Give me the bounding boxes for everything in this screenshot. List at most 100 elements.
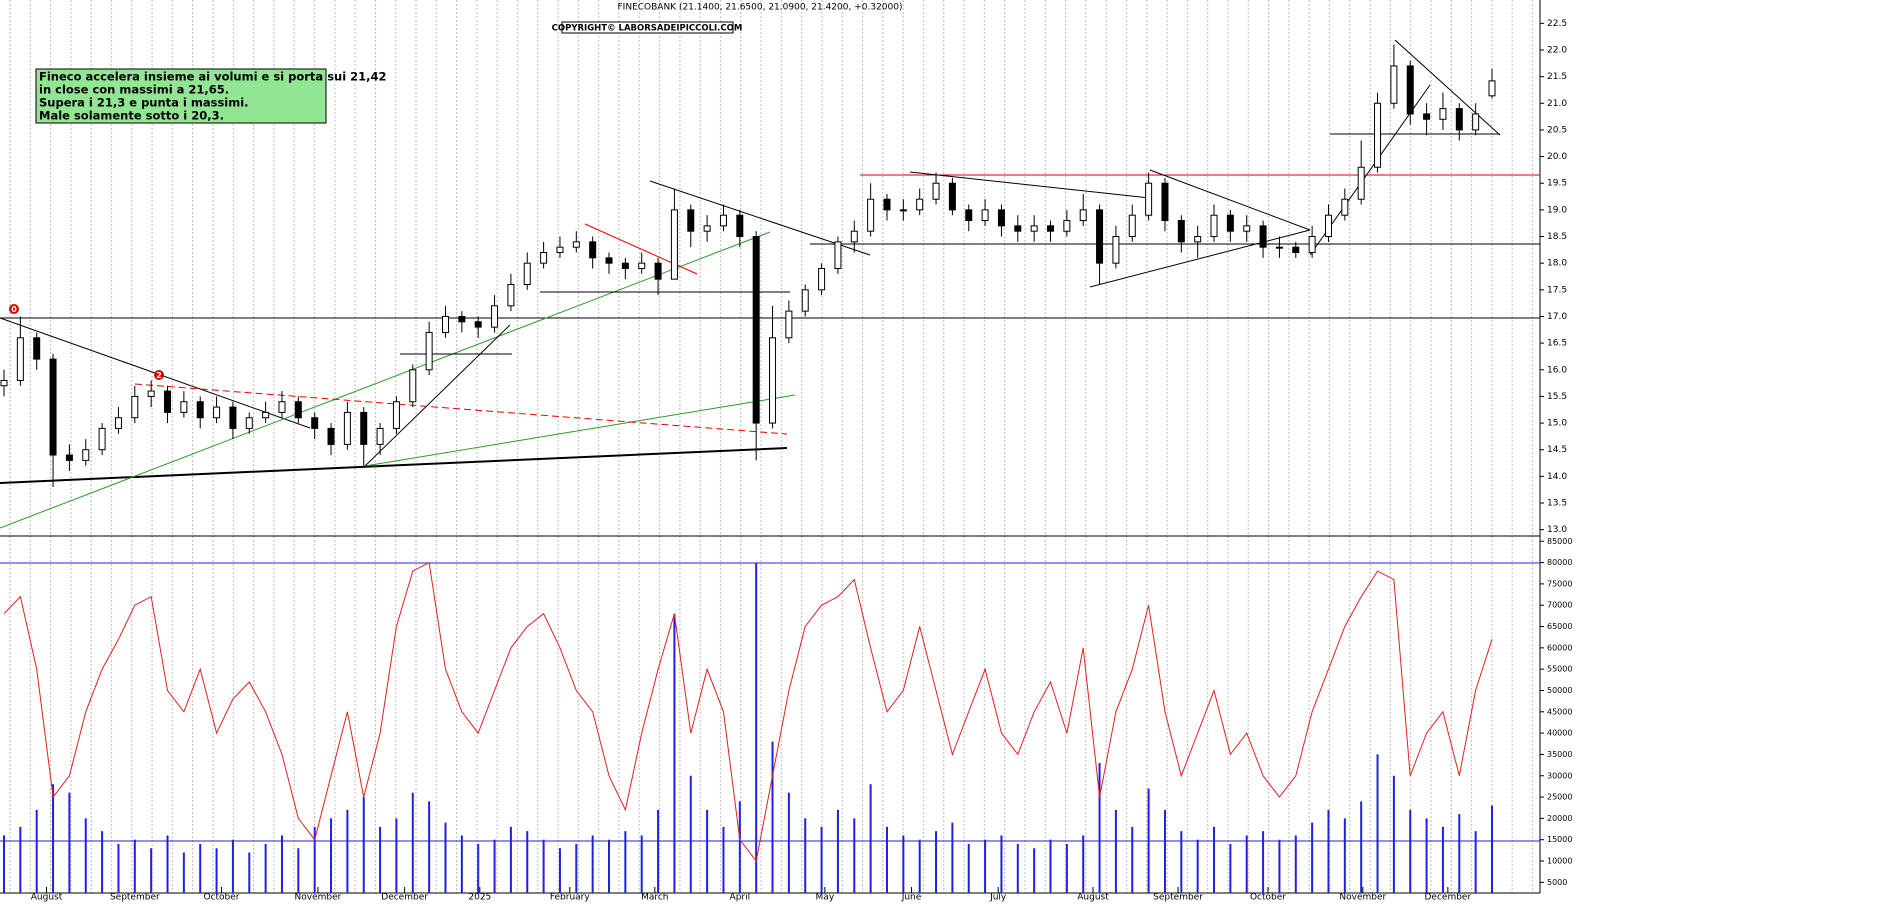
candle-body	[1308, 236, 1316, 254]
x-tick-label: August	[31, 893, 63, 903]
candle-body	[1194, 236, 1202, 243]
candle-body	[196, 401, 204, 419]
candle-body	[1488, 80, 1496, 97]
y2-tick-label: 50000	[1547, 686, 1572, 695]
candle-body	[752, 236, 760, 424]
candle-body	[441, 315, 449, 333]
y2-tick-label: 20000	[1547, 814, 1572, 823]
candle-body	[33, 337, 41, 360]
candle-body	[1472, 113, 1480, 131]
y-tick-label: 21.5	[1547, 72, 1567, 82]
candle-body	[114, 417, 122, 429]
y-tick-label: 21.0	[1547, 99, 1567, 109]
candle-body	[1112, 236, 1120, 264]
candle-body	[1161, 182, 1169, 222]
y-tick-label: 17.0	[1547, 312, 1567, 322]
y2-tick-label: 85000	[1547, 537, 1572, 546]
candle-body	[1030, 225, 1038, 232]
candle-body	[98, 427, 106, 451]
candle-body	[899, 209, 907, 212]
candle-body	[572, 241, 580, 248]
grid	[0, 0, 1540, 893]
candle-body	[965, 209, 973, 222]
x-tick-label: October	[203, 893, 239, 903]
copyright-box	[561, 21, 734, 34]
y-tick-label: 15.0	[1547, 419, 1567, 429]
x-tick-label: July	[989, 893, 1007, 903]
y2-tick-label: 60000	[1547, 643, 1572, 652]
candle-body	[1374, 102, 1382, 168]
candle-body	[1423, 113, 1431, 120]
candle-body	[213, 406, 221, 419]
x-tick-label: September	[110, 893, 160, 903]
candle-body	[360, 411, 368, 445]
candle-body	[997, 209, 1005, 227]
y-tick-label: 15.5	[1547, 392, 1567, 402]
x-tick-label: June	[901, 893, 922, 903]
oscillator-line	[3, 561, 1493, 863]
candle-body	[785, 310, 793, 339]
candle-body	[82, 449, 90, 461]
candle-body	[376, 427, 384, 445]
y-tick-label: 18.0	[1547, 259, 1567, 269]
candle-body	[932, 182, 940, 200]
candle-body	[850, 230, 858, 243]
candle-body	[0, 379, 8, 387]
candle-body	[1357, 166, 1365, 200]
candle-body	[1439, 108, 1447, 120]
candle-body	[1177, 220, 1185, 243]
candle-body	[278, 401, 286, 413]
y2-tick-label: 25000	[1547, 793, 1572, 802]
y-tick-label: 13.5	[1547, 499, 1567, 509]
candle-body	[180, 401, 188, 413]
y-tick-label: 19.0	[1547, 205, 1567, 215]
candle-body	[49, 358, 57, 456]
candle-body	[474, 321, 482, 328]
candle-body	[1128, 214, 1136, 238]
candle-body	[1390, 65, 1398, 104]
y2-tick-label: 40000	[1547, 729, 1572, 738]
candle-body	[948, 182, 956, 211]
candle-body	[818, 268, 826, 291]
candle-body	[1145, 182, 1153, 216]
y2-tick-label: 5000	[1547, 878, 1567, 887]
x-tick-label: December	[381, 893, 428, 903]
candle-body	[1455, 108, 1463, 131]
y-tick-label: 16.0	[1547, 365, 1567, 375]
y-tick-label: 14.0	[1547, 472, 1567, 482]
x-tick-label: August	[1077, 893, 1109, 903]
candle-body	[1292, 246, 1300, 254]
y2-tick-label: 45000	[1547, 707, 1572, 716]
candle-body	[311, 417, 319, 429]
candle-body	[1226, 214, 1234, 232]
candle-body	[131, 395, 139, 419]
x-tick-label: May	[816, 893, 835, 903]
marker	[154, 370, 164, 380]
candle-body	[491, 305, 499, 328]
candle-body	[1210, 214, 1218, 238]
y2-tick-label: 65000	[1547, 622, 1572, 631]
y2-tick-label: 75000	[1547, 579, 1572, 588]
candle-body	[147, 390, 155, 397]
candle-body	[867, 198, 875, 232]
chart-title: FINECOBANK (21.1400, 21.6500, 21.0900, 2…	[618, 3, 903, 13]
x-tick-label: November	[1339, 893, 1386, 903]
y2-tick-label: 70000	[1547, 601, 1572, 610]
y-tick-label: 22.0	[1547, 45, 1567, 55]
candle-body	[1406, 65, 1414, 115]
candle-body	[262, 411, 270, 419]
annotation-line: Fineco accelera insieme ai volumi e si p…	[39, 70, 387, 84]
y-tick-label: 14.5	[1547, 445, 1567, 455]
candle-body	[670, 209, 678, 280]
candle-body	[687, 209, 695, 232]
candle-body	[621, 262, 629, 270]
marker	[9, 304, 19, 314]
candle-body	[1324, 214, 1332, 238]
candle-body	[1079, 209, 1087, 222]
candle-body	[1341, 198, 1349, 216]
candle-body	[1096, 209, 1104, 264]
candle-body	[736, 214, 744, 238]
x-tick-label: October	[1250, 893, 1286, 903]
marker-label: 2	[156, 371, 162, 380]
candle-body	[654, 262, 662, 280]
